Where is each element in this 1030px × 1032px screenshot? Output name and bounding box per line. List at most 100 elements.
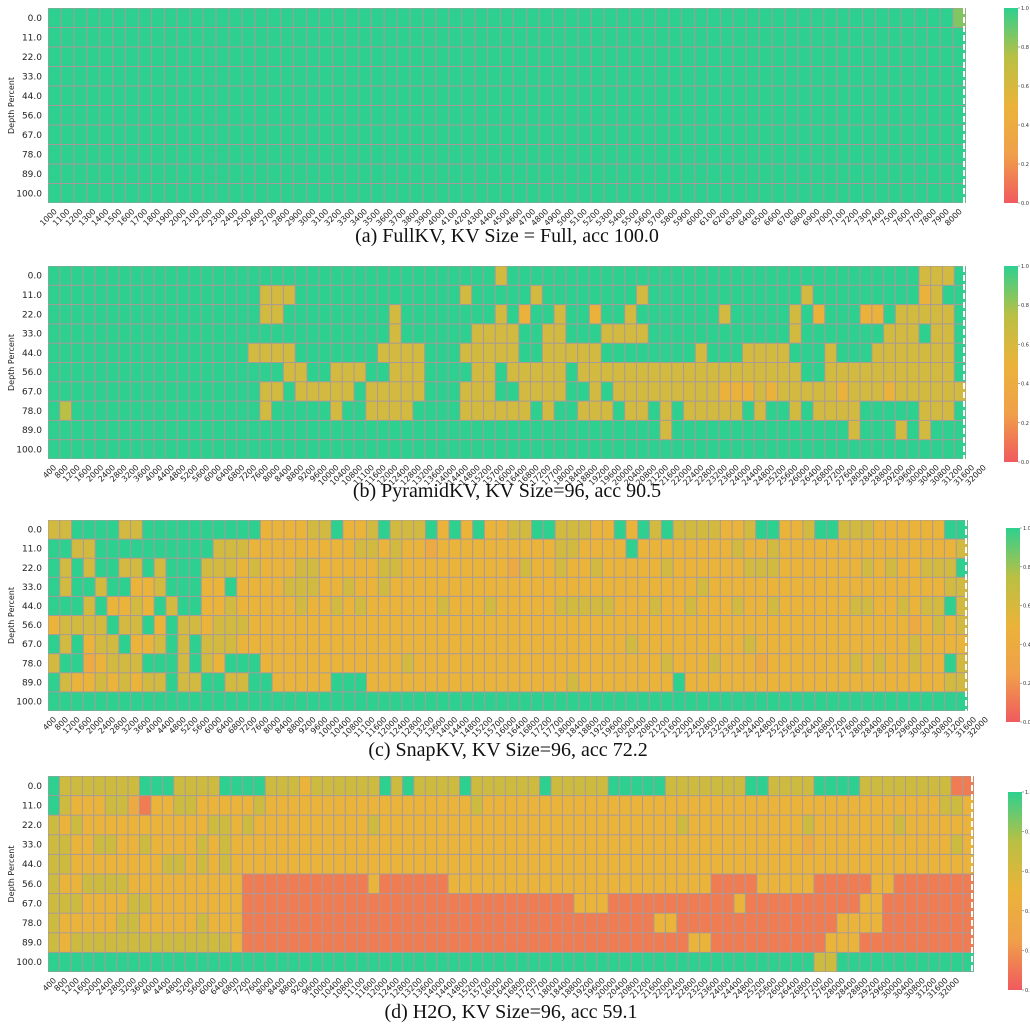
heatmap-cell — [236, 305, 248, 324]
heatmap-cell — [414, 577, 425, 596]
heatmap-cell — [883, 913, 894, 933]
heatmap-cell — [720, 596, 732, 615]
heatmap-cell — [707, 106, 720, 125]
heatmap-cell — [732, 616, 744, 635]
heatmap-cell — [272, 401, 283, 420]
colorbar-tick-label: 0.8 — [1023, 565, 1030, 571]
heatmap-cell — [74, 145, 87, 164]
heatmap-cell — [894, 874, 905, 894]
heatmap-cell — [517, 894, 528, 913]
heatmap-cell — [673, 539, 685, 558]
heatmap-cell — [720, 106, 733, 125]
heatmap-cell — [237, 577, 249, 596]
heatmap-cell — [384, 145, 397, 164]
heatmap-cell — [219, 952, 231, 972]
heatmap-cell — [319, 363, 330, 382]
heatmap-cell — [684, 266, 695, 285]
heatmap-cell — [331, 539, 343, 558]
heatmap-cell — [756, 616, 767, 635]
heatmap-cell — [307, 558, 319, 577]
heatmap-cell — [656, 164, 669, 183]
heatmap-cell — [543, 616, 555, 635]
heatmap-cell — [300, 874, 311, 894]
heatmap-cell — [636, 382, 648, 401]
heatmap-cell — [591, 86, 604, 105]
heatmap-cell — [931, 382, 942, 401]
heatmap-cell — [311, 854, 322, 874]
heatmap-cell — [272, 343, 283, 362]
heatmap-cell — [307, 305, 319, 324]
heatmap-cell — [414, 673, 425, 692]
heatmap-cell — [402, 673, 414, 692]
heatmap-cell — [449, 616, 461, 635]
heatmap-cell — [177, 266, 189, 285]
heatmap-cell — [695, 401, 707, 420]
heatmap-cell — [484, 673, 496, 692]
heatmap-cell — [814, 933, 825, 952]
heatmap-cell — [608, 796, 620, 815]
heatmap-cell — [894, 854, 905, 874]
heatmap-cell — [531, 420, 542, 440]
heatmap-cell — [307, 577, 319, 596]
heatmap-cell — [684, 440, 695, 459]
heatmap-cell — [142, 266, 154, 285]
heatmap-cell — [850, 184, 863, 203]
heatmap-cell — [700, 835, 711, 854]
heatmap-cell — [695, 285, 707, 305]
heatmap-cell — [885, 692, 897, 711]
heatmap-cell — [552, 164, 565, 183]
heatmap-cell — [759, 8, 772, 27]
heatmap-cell — [225, 324, 236, 343]
heatmap-cell — [894, 913, 905, 933]
heatmap-cell — [597, 815, 608, 835]
heatmap-cell — [154, 363, 166, 382]
heatmap-cell — [294, 184, 307, 203]
heatmap-cell — [933, 520, 944, 539]
heatmap-cell — [665, 913, 677, 933]
heatmap-cell — [460, 933, 471, 952]
heatmap-cell — [231, 854, 242, 874]
heatmap-cell — [319, 305, 330, 324]
heatmap-cell — [672, 363, 684, 382]
heatmap-cell — [402, 835, 414, 854]
heatmap-cell — [190, 8, 203, 27]
heatmap-cell — [579, 596, 591, 615]
heatmap-cell — [139, 776, 151, 796]
heatmap-cell — [944, 520, 956, 539]
heatmap-cell — [874, 673, 885, 692]
heatmap-cell — [688, 913, 700, 933]
heatmap-cell — [860, 401, 872, 420]
heatmap-cell — [378, 673, 390, 692]
heatmap-cell — [307, 635, 319, 654]
heatmap-cell — [707, 145, 720, 164]
heatmap-cell — [555, 520, 567, 539]
heatmap-cell — [113, 86, 126, 105]
heatmap-cell — [402, 894, 414, 913]
heatmap-cell — [307, 520, 319, 539]
heatmap-cell — [357, 913, 368, 933]
heatmap-cell — [951, 874, 963, 894]
heatmap-cell — [940, 874, 951, 894]
heatmap-cell — [178, 539, 190, 558]
heatmap-cell — [824, 67, 837, 86]
heatmap-cell — [591, 106, 604, 125]
heatmap-cell — [803, 692, 815, 711]
heatmap-cell — [190, 125, 203, 144]
heatmap-cell — [779, 692, 791, 711]
heatmap-cell — [732, 558, 744, 577]
heatmap-cell — [74, 28, 87, 47]
heatmap-cell — [801, 266, 813, 285]
heatmap-cell — [951, 894, 963, 913]
heatmap-cell — [311, 913, 322, 933]
heatmap-cell — [496, 635, 508, 654]
heatmap-cell — [566, 266, 578, 285]
heatmap-cell — [87, 164, 100, 183]
heatmap-cell — [940, 28, 953, 47]
heatmap-cell — [731, 440, 742, 459]
heatmap-cell — [837, 164, 850, 183]
heatmap-panel-4: 0.011.022.033.044.056.067.078.089.0100.0… — [7, 776, 1030, 1023]
heatmap-cell — [791, 596, 803, 615]
heatmap-cell — [555, 654, 567, 673]
heatmap-cell — [174, 815, 185, 835]
heatmap-cell — [838, 654, 850, 673]
